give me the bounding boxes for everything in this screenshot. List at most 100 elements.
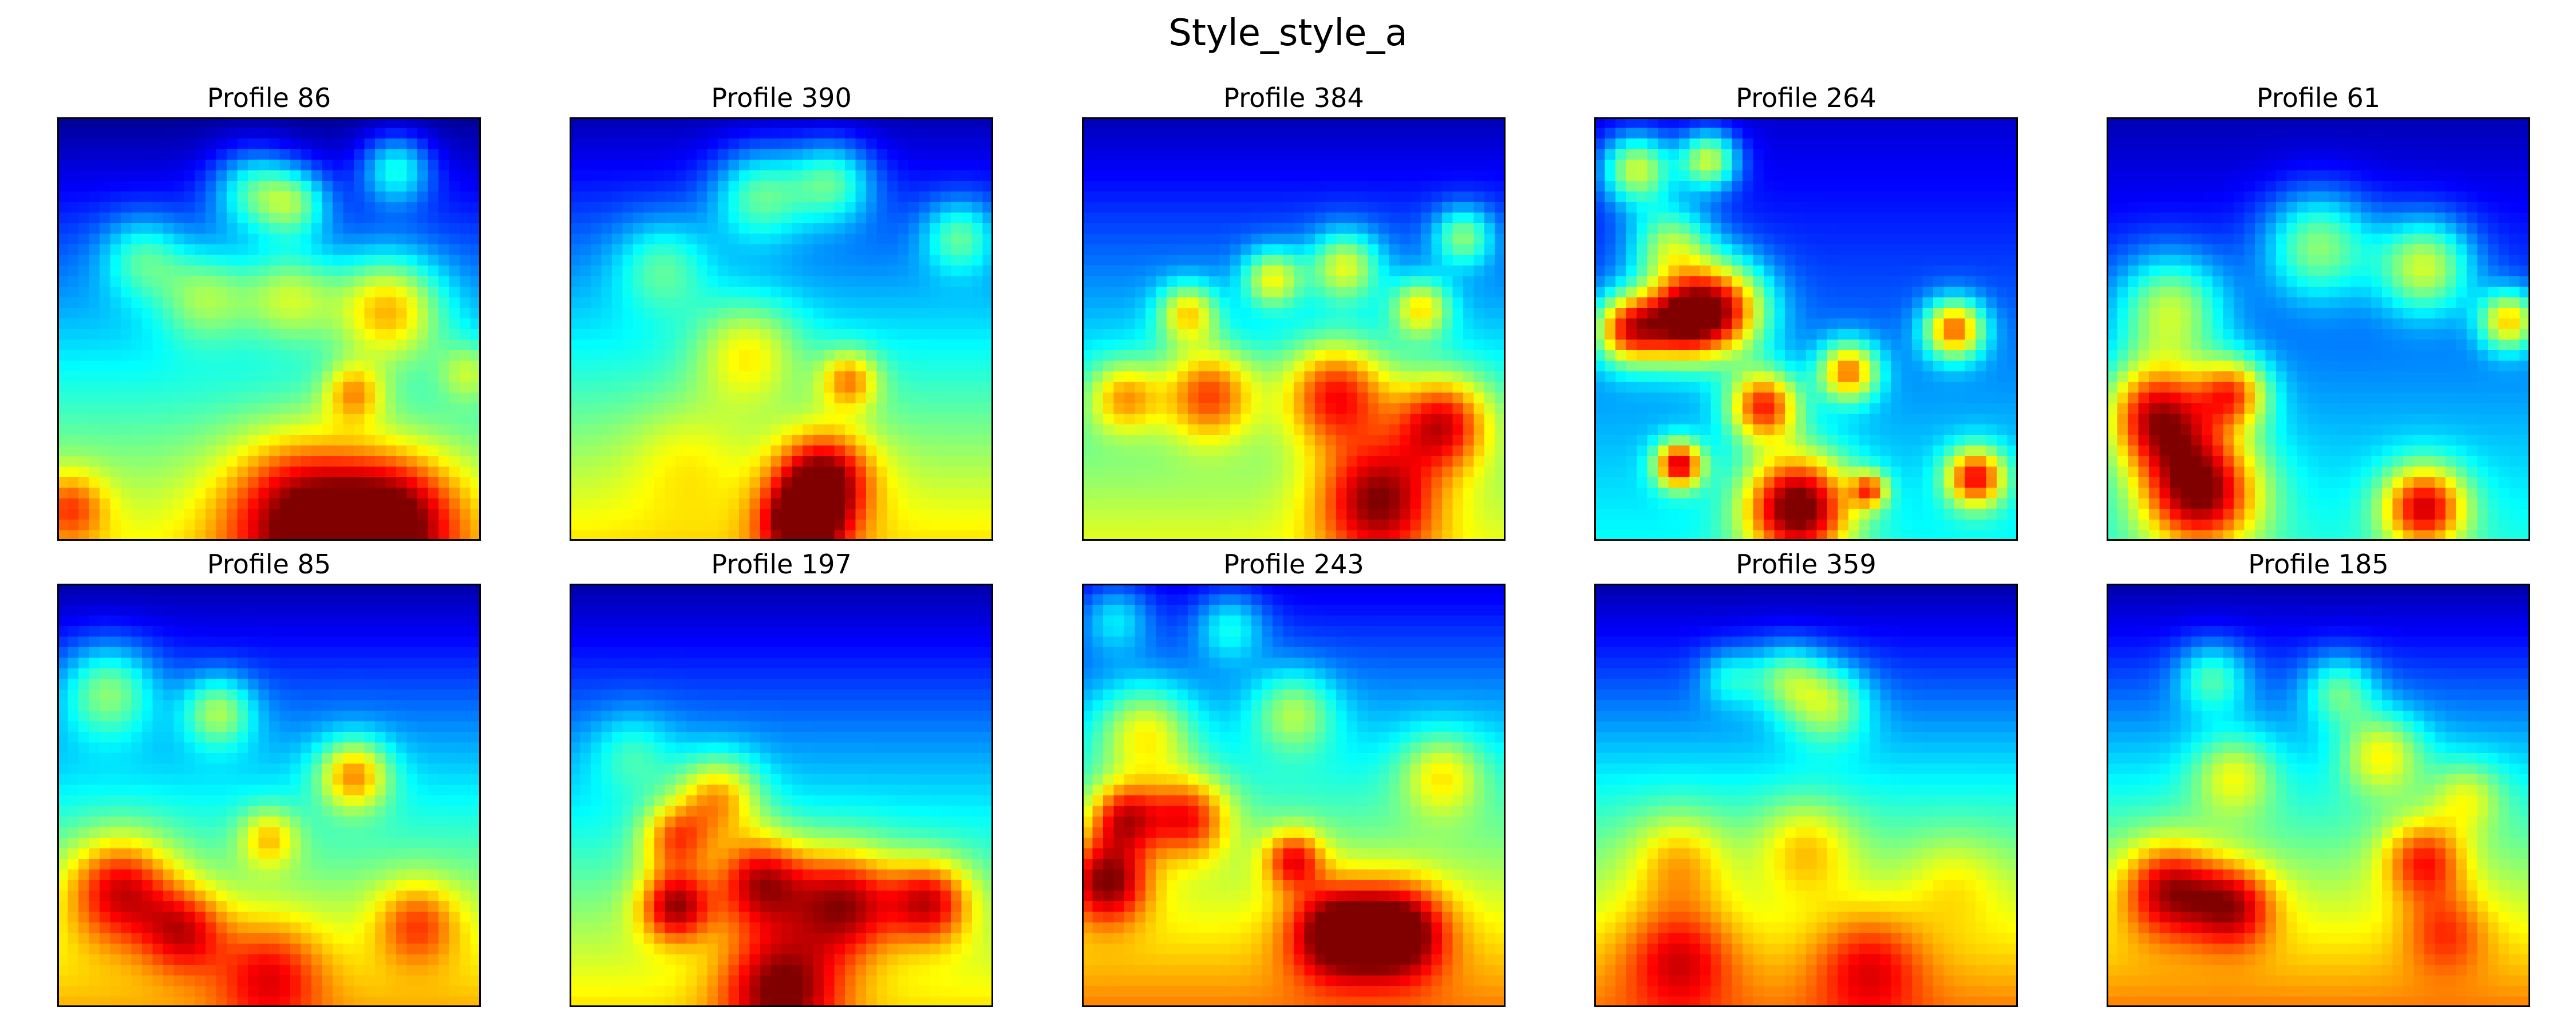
heatmap-cell: [1615, 160, 1627, 171]
heatmap-cell: [78, 191, 90, 203]
heatmap-cell: [866, 509, 878, 520]
heatmap-cell: [898, 360, 909, 372]
heatmap-cell: [760, 287, 772, 298]
heatmap-cell: [406, 212, 418, 224]
heatmap-cell: [1721, 138, 1733, 150]
heatmap-cell: [855, 477, 867, 489]
heatmap-cell: [1294, 382, 1305, 393]
heatmap-cell: [248, 414, 259, 425]
heatmap-cell: [1463, 287, 1475, 298]
heatmap-cell: [866, 223, 878, 235]
heatmap-cell: [89, 466, 100, 478]
heatmap-cell: [470, 308, 481, 319]
heatmap-cell: [1431, 520, 1443, 531]
heatmap-cell: [237, 181, 248, 192]
heatmap-cell: [1209, 339, 1220, 351]
heatmap-cell: [1400, 212, 1411, 224]
heatmap-cell: [898, 128, 909, 139]
heatmap-cell: [1421, 255, 1432, 266]
heatmap-cell: [1145, 339, 1157, 351]
heatmap-cell: [1294, 403, 1305, 414]
heatmap-cell: [290, 424, 302, 435]
heatmap-cell: [887, 244, 899, 256]
heatmap-cell: [612, 212, 623, 224]
heatmap-cell: [1251, 424, 1263, 435]
heatmap-cell: [152, 233, 164, 245]
heatmap-cell: [343, 498, 354, 510]
heatmap-cell: [1986, 149, 1997, 160]
heatmap-cell: [940, 233, 951, 245]
heatmap-cell: [601, 424, 613, 435]
heatmap-cell: [1156, 170, 1167, 181]
heatmap-cell: [385, 181, 397, 192]
heatmap-cell: [396, 244, 408, 256]
heatmap-cell: [206, 160, 217, 171]
heatmap-cell: [887, 128, 899, 139]
heatmap-cell: [1262, 360, 1273, 372]
heatmap-cell: [866, 233, 878, 245]
heatmap-cell: [290, 509, 302, 520]
heatmap-cell: [908, 350, 920, 362]
heatmap-cell: [1452, 160, 1464, 171]
heatmap-cell: [1325, 318, 1337, 330]
heatmap-cell: [633, 339, 645, 351]
heatmap-cell: [834, 350, 846, 362]
heatmap-cell: [612, 329, 623, 340]
heatmap-cell: [834, 212, 846, 224]
heatmap-cell: [417, 498, 429, 510]
heatmap-cell: [654, 414, 666, 425]
heatmap-cell: [385, 466, 397, 478]
heatmap-cell: [1473, 138, 1485, 150]
heatmap-cell: [824, 360, 835, 372]
heatmap-cell: [375, 477, 386, 489]
heatmap-cell: [940, 445, 951, 457]
heatmap-cell: [739, 244, 750, 256]
heatmap-cell: [824, 393, 835, 404]
heatmap-cell: [152, 509, 164, 520]
heatmap-cell: [876, 191, 888, 203]
heatmap-cell: [343, 530, 354, 541]
heatmap-cell: [1594, 117, 1606, 129]
heatmap-cell: [1442, 509, 1453, 520]
heatmap-cell: [1262, 350, 1273, 362]
heatmap-cell: [643, 128, 655, 139]
heatmap-cell: [1357, 435, 1369, 446]
heatmap-cell: [142, 456, 153, 468]
heatmap-cell: [940, 212, 951, 224]
heatmap-cell: [961, 339, 973, 351]
heatmap-cell: [131, 128, 143, 139]
heatmap-cell: [654, 466, 666, 478]
heatmap-cell: [163, 170, 175, 181]
heatmap-cell: [248, 456, 259, 468]
heatmap-cell: [364, 318, 376, 330]
heatmap-cell: [1357, 191, 1369, 203]
heatmap-cell: [739, 329, 750, 340]
heatmap-cell: [739, 170, 750, 181]
heatmap-cell: [961, 244, 973, 256]
heatmap-cell: [449, 138, 460, 150]
heatmap-cell: [718, 128, 729, 139]
heatmap-cell: [876, 308, 888, 319]
heatmap-cell: [322, 138, 333, 150]
heatmap-cell: [1294, 170, 1305, 181]
heatmap-cell: [1092, 509, 1104, 520]
heatmap-cell: [1912, 117, 1923, 129]
heatmap-cell: [301, 435, 312, 446]
heatmap-cell: [375, 329, 386, 340]
heatmap-cell: [1410, 160, 1421, 171]
heatmap-cell: [1251, 360, 1263, 372]
heatmap-cell: [749, 414, 761, 425]
heatmap-cell: [1219, 466, 1231, 478]
heatmap-cell: [876, 382, 888, 393]
heatmap-cell: [290, 138, 302, 150]
heatmap-cell: [1421, 181, 1432, 192]
heatmap-cell: [876, 371, 888, 383]
heatmap-cell: [1325, 498, 1337, 510]
heatmap-cell: [675, 445, 687, 457]
heatmap-cell: [142, 445, 153, 457]
heatmap-cell: [1421, 350, 1432, 362]
heatmap-cell: [364, 276, 376, 287]
heatmap-cell: [227, 202, 238, 213]
heatmap-cell: [1240, 424, 1252, 435]
heatmap-cell: [898, 403, 909, 414]
